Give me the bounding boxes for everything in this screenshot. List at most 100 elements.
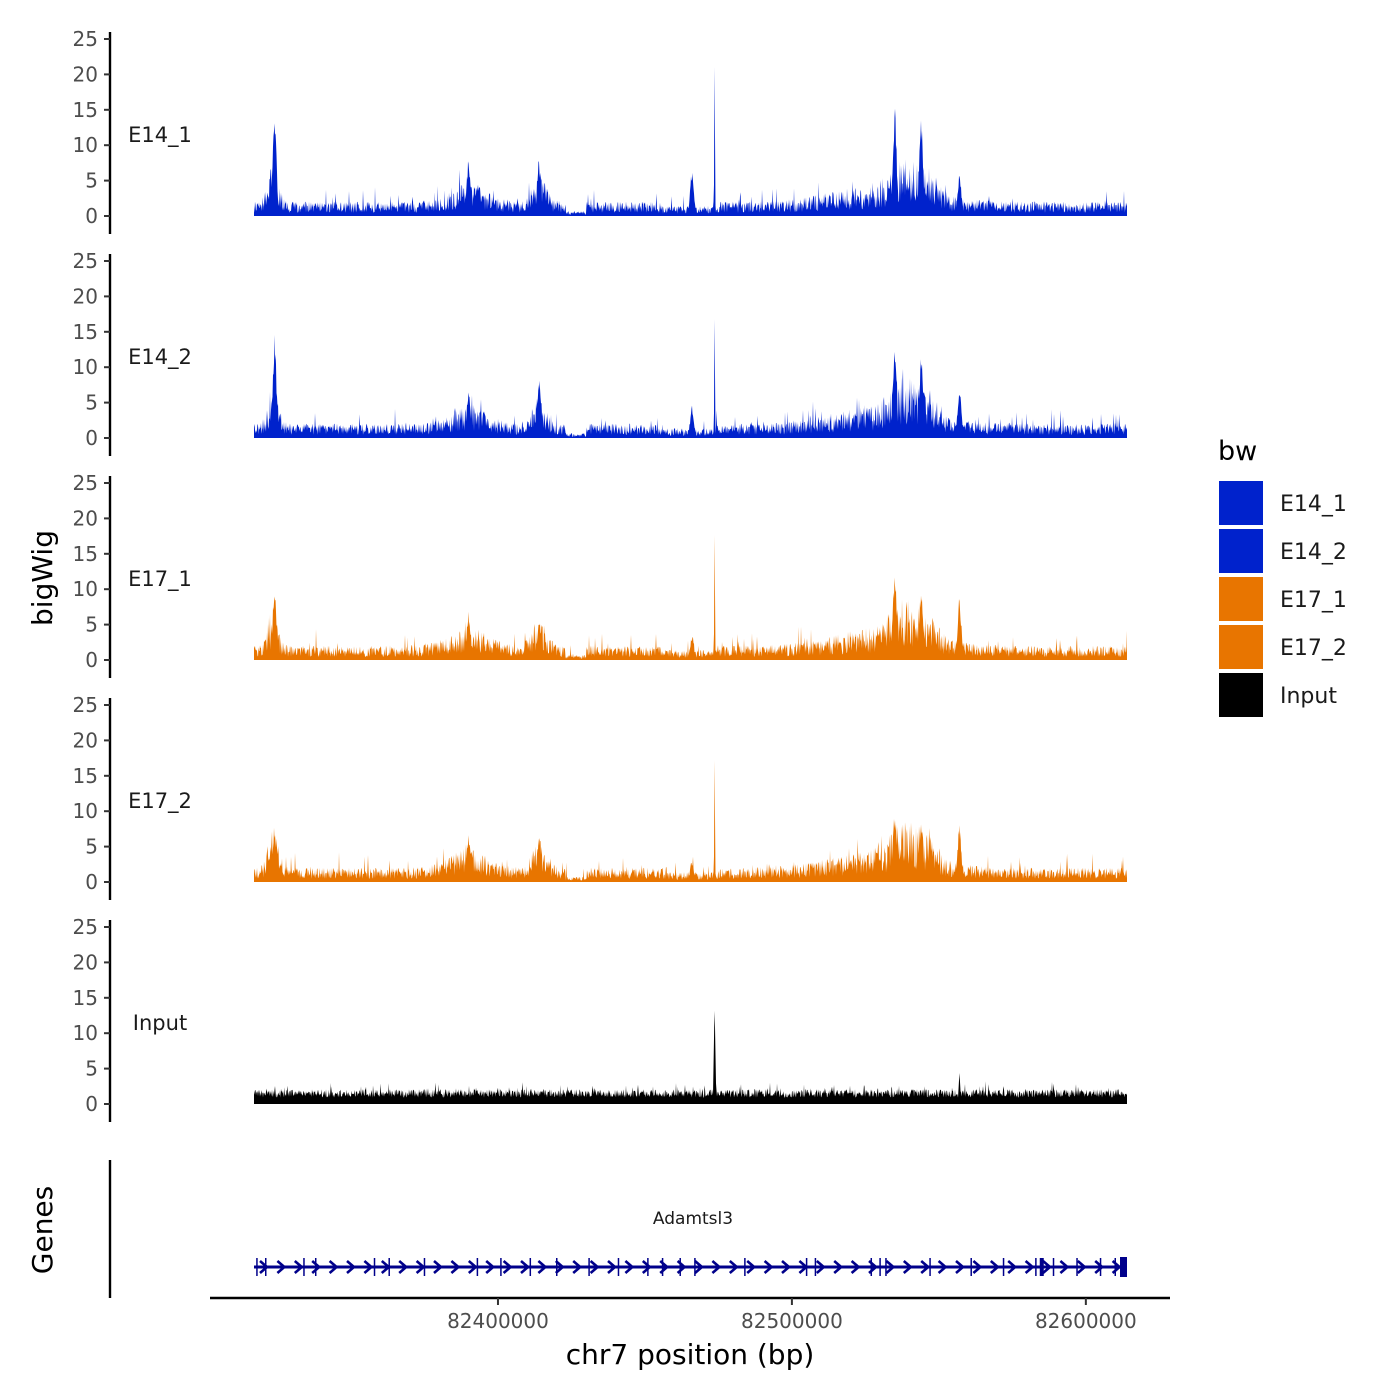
- x-tick-label: 82500000: [741, 1309, 843, 1333]
- strand-arrow: [293, 1260, 304, 1274]
- y-tick-label: 25: [73, 915, 98, 939]
- strand-arrow: [276, 1260, 287, 1274]
- track-E14_2: 0 5 10 15 20 25 E14_2: [73, 249, 1127, 456]
- y-tick-label: 0: [85, 426, 98, 450]
- strand-arrow: [694, 1260, 704, 1274]
- track-label-E14_2: E14_2: [128, 345, 192, 370]
- strand-arrow: [1024, 1260, 1035, 1274]
- legend-label-E14_2: E14_2: [1280, 540, 1347, 565]
- strand-arrow: [502, 1260, 513, 1274]
- strand-arrow: [607, 1260, 617, 1274]
- signal-area-Input: [254, 1010, 1127, 1104]
- y-tick-label: 20: [73, 728, 98, 752]
- y-tick-label: 5: [85, 613, 98, 637]
- strand-arrow: [1094, 1260, 1105, 1274]
- strand-arrow: [433, 1260, 443, 1274]
- signal-area-E17_1: [254, 535, 1127, 660]
- x-axis: 82400000 82500000 82600000: [210, 1296, 1170, 1333]
- signal-area-E17_2: [254, 760, 1127, 882]
- legend-swatch-E17_2: [1219, 625, 1263, 669]
- x-axis-title: chr7 position (bp): [566, 1338, 815, 1371]
- y-tick-label: 25: [73, 471, 98, 495]
- exon-block: [1039, 1258, 1044, 1276]
- y-tick-label: 10: [73, 133, 98, 157]
- signal-tracks: 0 5 10 15 20 25 E14_1 0 5 10 15 20 25 E14_2 0 5 10 15 20 25…: [73, 27, 1127, 1122]
- legend-label-E17_2: E17_2: [1280, 636, 1347, 661]
- legend-swatch-E14_2: [1219, 529, 1263, 573]
- y-tick-label: 15: [73, 320, 98, 344]
- gene-name-label: Adamtsl3: [653, 1209, 733, 1229]
- y-tick-label: 25: [73, 249, 98, 273]
- strand-arrow: [641, 1260, 652, 1274]
- track-label-E17_1: E17_1: [128, 567, 192, 592]
- y-axis-title: bigWig: [26, 530, 59, 626]
- y-tick-label: 25: [73, 27, 98, 51]
- x-tick-label: 82400000: [447, 1309, 549, 1333]
- strand-arrow: [833, 1260, 844, 1274]
- track-label-E14_1: E14_1: [128, 123, 192, 148]
- y-tick-label: 20: [73, 62, 98, 86]
- strand-arrow: [711, 1260, 722, 1274]
- legend-label-E17_1: E17_1: [1280, 588, 1347, 613]
- strand-arrow: [1059, 1260, 1070, 1274]
- strand-arrow: [781, 1260, 791, 1274]
- track-E17_2: 0 5 10 15 20 25 E17_2: [73, 693, 1127, 900]
- strand-arrow: [746, 1260, 757, 1274]
- strand-arrow: [311, 1260, 322, 1274]
- y-tick-label: 5: [85, 391, 98, 415]
- track-E17_1: 0 5 10 15 20 25 E17_1: [73, 471, 1127, 678]
- legend-swatch-E14_1: [1219, 481, 1263, 525]
- strand-arrow: [1042, 1260, 1052, 1274]
- strand-arrow: [415, 1260, 426, 1274]
- y-tick-label: 20: [73, 284, 98, 308]
- strand-arrow: [589, 1260, 600, 1274]
- y-tick-label: 0: [85, 204, 98, 228]
- track-Input: 0 5 10 15 20 25 Input: [73, 915, 1127, 1122]
- strand-arrow: [989, 1260, 1000, 1274]
- gene-track: Adamtsl3: [108, 1160, 1127, 1298]
- legend-label-E14_1: E14_1: [1280, 492, 1347, 517]
- strand-arrow: [363, 1260, 374, 1274]
- exon-block-terminal: [1120, 1257, 1127, 1277]
- strand-arrow: [955, 1260, 965, 1274]
- y-tick-label: 5: [85, 835, 98, 859]
- strand-arrow: [624, 1260, 635, 1274]
- strand-arrow: [398, 1260, 409, 1274]
- strand-arrow: [885, 1260, 896, 1274]
- x-tick-label: 82600000: [1035, 1309, 1137, 1333]
- legend-title: bw: [1218, 436, 1257, 467]
- signal-area-E14_1: [254, 66, 1127, 217]
- genes-axis-title: Genes: [26, 1186, 59, 1274]
- y-tick-label: 10: [73, 355, 98, 379]
- y-tick-label: 5: [85, 1057, 98, 1081]
- strand-arrow: [937, 1260, 948, 1274]
- y-tick-label: 15: [73, 542, 98, 566]
- y-tick-label: 0: [85, 870, 98, 894]
- y-tick-label: 0: [85, 1092, 98, 1116]
- y-tick-label: 25: [73, 693, 98, 717]
- strand-arrow: [972, 1260, 983, 1274]
- strand-arrow: [850, 1260, 861, 1274]
- strand-arrow: [572, 1260, 583, 1274]
- y-tick-label: 10: [73, 577, 98, 601]
- strand-arrow: [763, 1260, 774, 1274]
- strand-arrow: [728, 1260, 739, 1274]
- strand-arrow: [554, 1260, 565, 1274]
- legend-label-Input: Input: [1280, 684, 1337, 709]
- strand-arrow: [450, 1260, 461, 1274]
- strand-arrow: [815, 1260, 826, 1274]
- strand-arrow: [467, 1260, 478, 1274]
- y-tick-label: 5: [85, 169, 98, 193]
- strand-arrow: [902, 1260, 913, 1274]
- strand-arrow: [537, 1260, 548, 1274]
- legend-swatch-Input: [1219, 673, 1263, 717]
- legend-swatch-E17_1: [1219, 577, 1263, 621]
- y-tick-label: 15: [73, 764, 98, 788]
- track-label-E17_2: E17_2: [128, 789, 192, 814]
- legend: bw E14_1 E14_2 E17_1 E17_2 Input: [1218, 436, 1347, 717]
- y-tick-label: 0: [85, 648, 98, 672]
- y-tick-label: 20: [73, 506, 98, 530]
- y-tick-label: 15: [73, 98, 98, 122]
- y-tick-label: 15: [73, 986, 98, 1010]
